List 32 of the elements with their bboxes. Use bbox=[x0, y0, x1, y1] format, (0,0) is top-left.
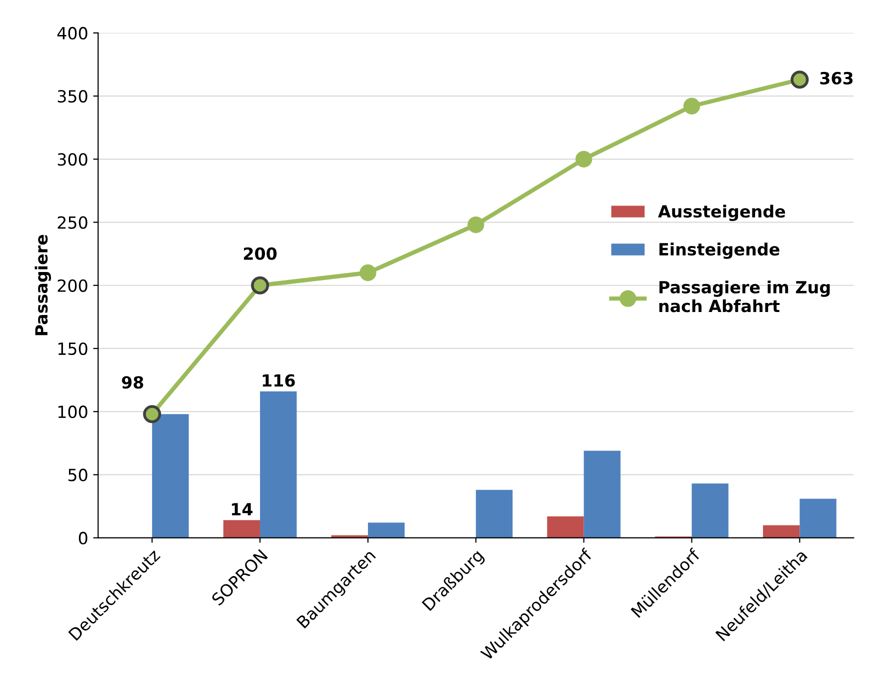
y-tick-label: 150 bbox=[58, 342, 88, 356]
y-tick-label: 100 bbox=[58, 406, 88, 418]
data-label: 363 bbox=[820, 72, 853, 84]
bar bbox=[762, 525, 800, 538]
y-tick-label: 300 bbox=[58, 153, 88, 166]
legend-label: Aussteigende bbox=[658, 204, 786, 222]
bar bbox=[368, 522, 405, 538]
bar bbox=[223, 520, 260, 538]
bar bbox=[260, 391, 297, 538]
bar bbox=[152, 414, 189, 538]
y-tick-label: 200 bbox=[58, 279, 88, 292]
point bbox=[575, 150, 592, 168]
bar bbox=[584, 450, 621, 538]
point bbox=[468, 216, 484, 234]
legend-label: Passagiere im Zug nach Abfahrt bbox=[659, 280, 830, 312]
data-label: 116 bbox=[262, 374, 295, 387]
data-label: 98 bbox=[122, 376, 144, 389]
legend-label: Einsteigende bbox=[659, 242, 780, 259]
y-tick-label: 0 bbox=[78, 532, 88, 544]
y-tick-label: 50 bbox=[68, 468, 88, 482]
bar bbox=[692, 484, 728, 538]
data-label: 200 bbox=[244, 247, 277, 260]
point bbox=[683, 98, 700, 114]
point bbox=[360, 264, 376, 282]
y-tick-label: 400 bbox=[57, 26, 88, 40]
bar bbox=[476, 490, 513, 538]
data-label: 14 bbox=[232, 503, 252, 516]
y-tick-label: 350 bbox=[58, 90, 88, 103]
y-tick-label: 250 bbox=[58, 216, 88, 229]
y-axis-title: Passagiere bbox=[34, 234, 52, 336]
bar bbox=[800, 498, 836, 538]
bar bbox=[547, 516, 584, 538]
